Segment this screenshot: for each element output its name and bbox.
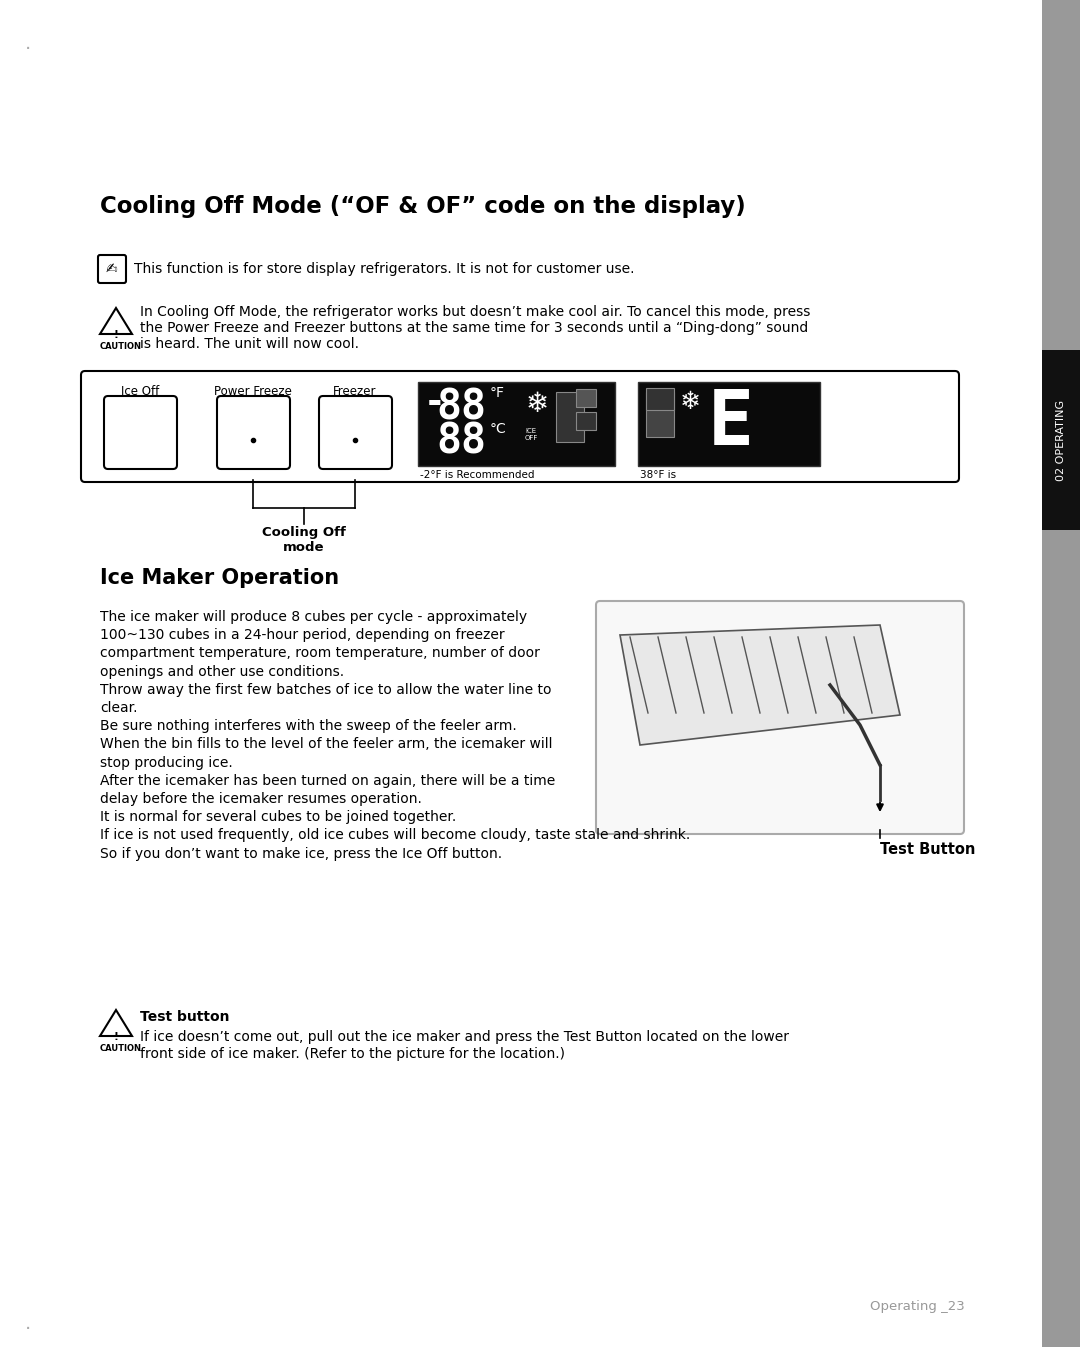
Text: Be sure nothing interferes with the sweep of the feeler arm.: Be sure nothing interferes with the swee… [100,719,516,733]
Text: Cooling Off
mode: Cooling Off mode [262,525,346,554]
Text: Test Button: Test Button [880,842,975,857]
Text: stop producing ice.: stop producing ice. [100,756,233,769]
FancyBboxPatch shape [217,396,291,469]
Text: When the bin fills to the level of the feeler arm, the icemaker will: When the bin fills to the level of the f… [100,737,553,752]
FancyBboxPatch shape [98,255,126,283]
Text: The ice maker will produce 8 cubes per cycle - approximately: The ice maker will produce 8 cubes per c… [100,610,527,624]
Text: ·: · [25,40,31,59]
Polygon shape [100,308,132,334]
Polygon shape [100,1010,132,1036]
Text: This function is for store display refrigerators. It is not for customer use.: This function is for store display refri… [134,263,635,276]
Text: Power Freeze: Power Freeze [214,385,292,397]
Text: 88: 88 [436,420,486,462]
Text: Cooling Off Mode (“OF & OF” code on the display): Cooling Off Mode (“OF & OF” code on the … [100,195,746,218]
Text: It is normal for several cubes to be joined together.: It is normal for several cubes to be joi… [100,810,456,824]
Text: So if you don’t want to make ice, press the Ice Off button.: So if you don’t want to make ice, press … [100,847,502,861]
Text: If ice doesn’t come out, pull out the ice maker and press the Test Button locate: If ice doesn’t come out, pull out the ic… [140,1030,789,1044]
Text: compartment temperature, room temperature, number of door: compartment temperature, room temperatur… [100,647,540,660]
FancyBboxPatch shape [596,601,964,834]
Text: ❄: ❄ [526,391,550,418]
FancyBboxPatch shape [104,396,177,469]
Text: Ice Off: Ice Off [121,385,159,397]
Bar [418,383,615,466]
Bar [638,383,820,466]
Text: If ice is not used frequently, old ice cubes will become cloudy, taste stale and: If ice is not used frequently, old ice c… [100,828,690,842]
Text: is heard. The unit will now cool.: is heard. The unit will now cool. [140,337,359,352]
Text: After the icemaker has been turned on again, there will be a time: After the icemaker has been turned on ag… [100,773,555,788]
Text: -: - [424,387,446,420]
Text: -2°F is Recommended: -2°F is Recommended [420,470,535,480]
Bar [576,389,596,407]
Text: !: ! [113,330,119,339]
FancyBboxPatch shape [81,370,959,482]
Text: ICE: ICE [525,428,536,434]
Polygon shape [620,625,900,745]
Bar [1042,0,1080,1347]
Text: 88: 88 [436,387,486,428]
Text: !: ! [113,1032,119,1043]
Text: Test button: Test button [140,1010,229,1024]
Bar [646,392,674,436]
Text: In Cooling Off Mode, the refrigerator works but doesn’t make cool air. To cancel: In Cooling Off Mode, the refrigerator wo… [140,304,810,319]
Bar [576,412,596,430]
Text: delay before the icemaker resumes operation.: delay before the icemaker resumes operat… [100,792,422,806]
Text: the Power Freeze and Freezer buttons at the same time for 3 seconds until a “Din: the Power Freeze and Freezer buttons at … [140,321,808,335]
Bar [1042,350,1080,529]
Text: OFF: OFF [525,435,538,440]
Text: ·: · [25,1320,31,1339]
Bar [646,388,674,409]
Text: 100~130 cubes in a 24-hour period, depending on freezer: 100~130 cubes in a 24-hour period, depen… [100,628,504,643]
Text: Throw away the first few batches of ice to allow the water line to: Throw away the first few batches of ice … [100,683,552,696]
Bar [556,392,584,442]
Text: CAUTION: CAUTION [100,342,141,352]
Text: Ice Maker Operation: Ice Maker Operation [100,568,339,589]
Text: 38°F is: 38°F is [640,470,676,480]
Text: Operating _23: Operating _23 [870,1300,964,1313]
Text: front side of ice maker. (Refer to the picture for the location.): front side of ice maker. (Refer to the p… [140,1047,565,1061]
Text: Freezer: Freezer [334,385,377,397]
Text: E: E [708,387,754,461]
Text: ✍: ✍ [106,263,118,276]
FancyBboxPatch shape [319,396,392,469]
Text: °F: °F [490,387,505,400]
Text: °C: °C [490,422,507,436]
Text: 02 OPERATING: 02 OPERATING [1056,400,1066,481]
Text: openings and other use conditions.: openings and other use conditions. [100,664,345,679]
Text: CAUTION: CAUTION [100,1044,141,1053]
Text: ❄: ❄ [680,391,701,414]
Text: clear.: clear. [100,700,137,715]
